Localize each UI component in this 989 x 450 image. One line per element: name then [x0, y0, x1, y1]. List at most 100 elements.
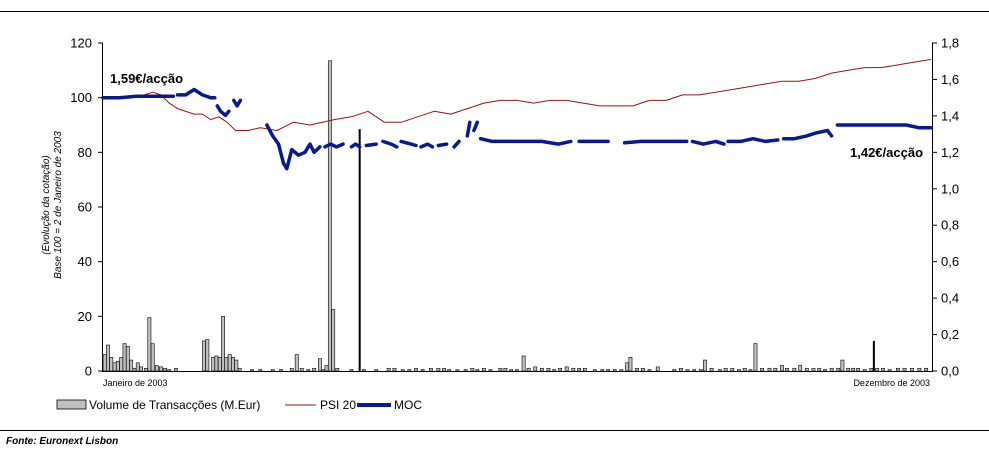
volume-bar [447, 369, 452, 372]
volume-bar [509, 369, 514, 372]
volume-bar [723, 367, 728, 372]
right-tick-label: 0,6 [941, 254, 959, 269]
volume-bar [698, 369, 703, 372]
volume-bar [856, 367, 861, 372]
volume-bar [780, 365, 784, 372]
psi20-line [103, 58, 932, 131]
volume-bar [331, 309, 336, 372]
y-axis-label-line1: (Evolução da cotação) [41, 155, 52, 255]
volume-bar [258, 369, 263, 372]
volume-bar [237, 367, 242, 372]
moc-line-segment [781, 128, 834, 141]
volume-bar [640, 367, 645, 372]
volume-bar [139, 366, 143, 372]
volume-bar [742, 367, 747, 372]
volume-bar [327, 60, 332, 372]
volume-bar [924, 367, 928, 372]
volume-bar [498, 367, 503, 372]
volume-bar [324, 365, 329, 372]
volume-bar [217, 357, 222, 372]
volume-bar [902, 367, 907, 372]
volume-bar [470, 367, 475, 372]
volume-bar [475, 369, 480, 372]
volume-bar [875, 367, 880, 372]
legend-swatch-volume [56, 399, 87, 410]
volume-bar [173, 367, 178, 372]
volume-bar [717, 369, 722, 372]
volume-bar [109, 357, 114, 372]
volume-bar [299, 367, 304, 372]
volume-bar [135, 362, 140, 372]
volume-bar [521, 355, 526, 372]
right-tick-label: 0,0 [941, 364, 959, 379]
volume-bar [250, 369, 254, 372]
moc-line-segment [323, 142, 345, 149]
volume-bar [533, 366, 538, 372]
y-axis-label-line2: Base 100 = 2 de Janeiro de 2003 [53, 131, 64, 279]
volume-bar [400, 369, 405, 372]
volume-bar [910, 367, 914, 372]
moc-line-segment [472, 120, 480, 133]
volume-bar [811, 367, 816, 372]
legend-label-volume: Volume de Transacções (M.Eur) [89, 398, 260, 412]
volume-bar [792, 367, 797, 372]
volume-bar [829, 367, 834, 372]
volume-bar [442, 367, 447, 372]
volume-bar [129, 359, 134, 372]
volume-bar [592, 369, 597, 372]
volume-bar [564, 366, 569, 372]
volume-bar [386, 367, 391, 372]
volume-bar [672, 369, 677, 372]
right-tick-label: 0,2 [941, 327, 959, 342]
y-axis-label: (Evolução da cotação) Base 100 = 2 de Ja… [41, 131, 64, 279]
moc-line-segment [101, 94, 176, 100]
volume-bar [112, 362, 117, 372]
left-tick-label: 0 [85, 364, 92, 379]
volume-bar [119, 357, 124, 372]
volume-bar [526, 367, 531, 372]
volume-bar [748, 369, 753, 372]
volume-bar [436, 367, 441, 372]
volume-bar [294, 354, 299, 372]
volume-bar [804, 367, 809, 372]
volume-bar [836, 367, 841, 372]
left-tick-label: 40 [78, 254, 92, 269]
moc-line-segment [265, 123, 322, 171]
moc-line-segment [215, 104, 231, 118]
volume-bar [862, 369, 867, 372]
volume-bar [106, 344, 110, 372]
right-axis-ticks: 0,0 0,2 0,4 0,6 0,8 1,0 1,2 1,4 1,6 1,8 [932, 36, 959, 379]
right-tick-label: 1,2 [941, 145, 959, 160]
volume-bar [481, 367, 486, 372]
volume-bars [102, 60, 928, 372]
volume-bar [546, 367, 551, 372]
volume-bar [887, 369, 892, 372]
legend-label-psi20: PSI 20 [320, 398, 356, 412]
moc-line-segment [419, 142, 435, 149]
volume-bar [600, 369, 605, 372]
volume-bar [224, 357, 229, 372]
volume-bar [798, 365, 803, 372]
annotation-start-price: 1,59€/acção [110, 71, 183, 86]
volume-bar [318, 358, 322, 372]
volume-bar [767, 367, 772, 372]
volume-bar [730, 367, 735, 372]
volume-bar [606, 369, 610, 372]
volume-bar [737, 369, 741, 372]
volume-bar [655, 366, 660, 372]
volume-bar [488, 369, 493, 372]
line-series [101, 58, 933, 171]
moc-line-segment [726, 136, 780, 144]
volume-bar [872, 340, 875, 371]
volume-bar [312, 367, 317, 372]
moc-line-segment [622, 139, 689, 145]
volume-bar [851, 367, 856, 372]
moc-line-segment [465, 120, 472, 138]
volume-bar [463, 369, 468, 372]
left-tick-label: 60 [78, 200, 92, 215]
volume-bar [895, 367, 900, 372]
volume-bar [558, 367, 562, 372]
volume-bar [647, 369, 652, 372]
x-start-label: Janeiro de 2003 [103, 378, 168, 388]
